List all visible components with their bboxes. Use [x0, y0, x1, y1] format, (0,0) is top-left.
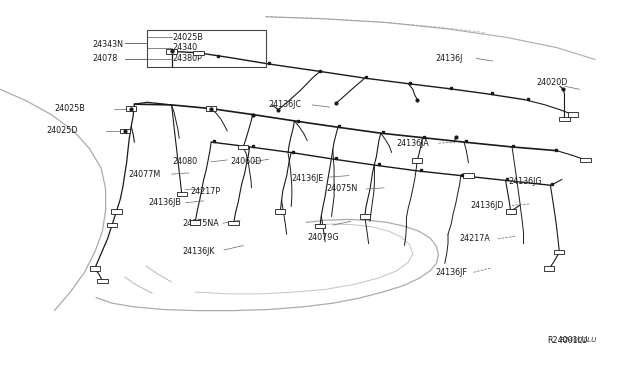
Text: 24136JC: 24136JC — [269, 100, 302, 109]
Bar — [544, 266, 554, 271]
Text: 24075N: 24075N — [326, 185, 358, 193]
Text: 24025D: 24025D — [46, 126, 77, 135]
Text: 24380P: 24380P — [173, 54, 203, 63]
Bar — [177, 192, 187, 196]
Bar — [90, 266, 100, 271]
Text: 24136J: 24136J — [435, 54, 463, 63]
Bar — [275, 209, 285, 214]
Text: 24060D: 24060D — [230, 157, 262, 166]
Bar — [559, 117, 570, 121]
Text: 24079G: 24079G — [307, 233, 339, 242]
Text: 24217A: 24217A — [460, 234, 490, 243]
Text: 24136JE: 24136JE — [291, 174, 324, 183]
Text: R24001LU: R24001LU — [560, 337, 597, 343]
Text: 24343N: 24343N — [93, 40, 124, 49]
Bar — [463, 173, 474, 178]
Text: 24078: 24078 — [93, 54, 118, 63]
Text: 24136JK: 24136JK — [182, 247, 215, 256]
Text: 24080: 24080 — [173, 157, 198, 166]
Bar — [506, 209, 516, 214]
Bar — [190, 220, 200, 225]
Bar — [97, 279, 108, 283]
Text: 24025B: 24025B — [173, 33, 204, 42]
Bar — [111, 209, 122, 214]
Text: 24025B: 24025B — [54, 104, 85, 113]
Bar — [568, 112, 578, 117]
Text: R24001LU: R24001LU — [547, 336, 588, 345]
Bar — [193, 51, 204, 55]
Bar — [228, 221, 239, 225]
Bar — [126, 106, 136, 111]
Bar — [166, 49, 177, 54]
Bar — [315, 224, 325, 228]
Bar — [554, 250, 564, 254]
Text: 24136JD: 24136JD — [470, 201, 504, 210]
Bar — [360, 214, 370, 219]
Bar — [120, 129, 130, 133]
Bar — [238, 145, 248, 149]
Text: 24020D: 24020D — [536, 78, 568, 87]
Text: 24075NA: 24075NA — [182, 219, 219, 228]
Text: 24136JF: 24136JF — [435, 268, 467, 277]
Text: 24136JB: 24136JB — [148, 198, 181, 207]
Bar — [412, 158, 422, 163]
Text: 24077M: 24077M — [128, 170, 160, 179]
Text: 24136JG: 24136JG — [509, 177, 543, 186]
Bar — [107, 223, 117, 227]
Bar — [147, 30, 266, 67]
Bar — [580, 158, 591, 162]
Bar — [206, 106, 216, 111]
Text: 24136JA: 24136JA — [397, 139, 429, 148]
Text: 24340: 24340 — [173, 43, 198, 52]
Text: 24217P: 24217P — [191, 187, 221, 196]
